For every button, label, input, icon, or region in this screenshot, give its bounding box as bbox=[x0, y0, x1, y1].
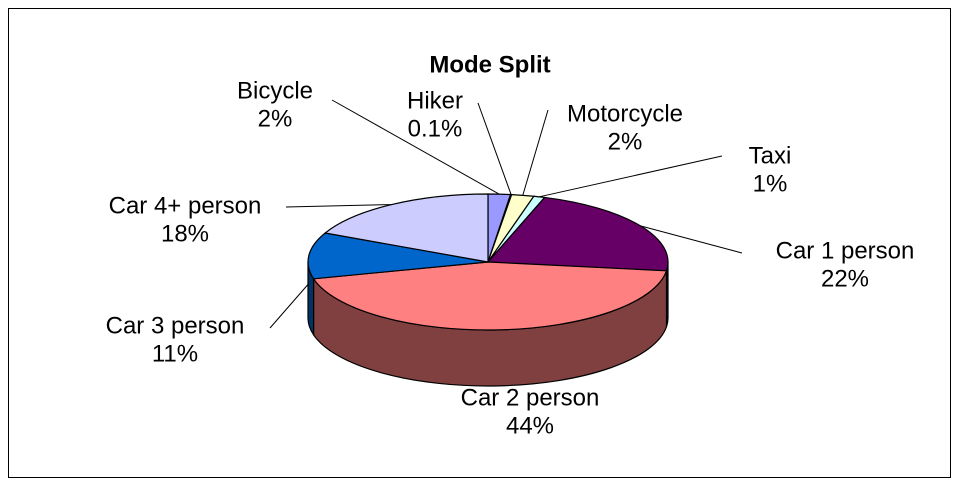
slice-label: Taxi bbox=[749, 142, 792, 169]
slice-label: Hiker bbox=[407, 87, 463, 114]
pie-slice bbox=[323, 193, 489, 263]
slice-label: Car 3 person bbox=[106, 312, 245, 339]
leader-line bbox=[539, 155, 723, 198]
slice-value-label: 0.1% bbox=[408, 115, 463, 142]
slice-label: Motorcycle bbox=[567, 100, 683, 127]
chart-title: Mode Split bbox=[429, 51, 550, 78]
leader-line bbox=[269, 283, 310, 329]
slice-label: Car 2 person bbox=[461, 384, 600, 411]
slice-value-label: 22% bbox=[821, 265, 869, 292]
slice-label: Bicycle bbox=[237, 77, 313, 104]
slice-value-label: 2% bbox=[258, 105, 293, 132]
pie-slice bbox=[312, 261, 668, 331]
slice-label: Car 1 person bbox=[776, 237, 915, 264]
leader-line bbox=[477, 102, 512, 195]
pie-slice bbox=[486, 196, 669, 272]
pie-slice bbox=[307, 232, 489, 280]
slice-value-label: 1% bbox=[753, 170, 788, 197]
leader-line bbox=[640, 225, 743, 254]
slice-value-label: 18% bbox=[161, 220, 209, 247]
slice-label: Car 4+ person bbox=[109, 192, 262, 219]
leader-line bbox=[522, 109, 549, 196]
leader-line bbox=[285, 204, 392, 208]
slice-value-label: 2% bbox=[608, 128, 643, 155]
slice-value-label: 11% bbox=[152, 340, 198, 367]
slice-value-label: 44% bbox=[506, 412, 554, 439]
leader-line bbox=[331, 99, 500, 195]
